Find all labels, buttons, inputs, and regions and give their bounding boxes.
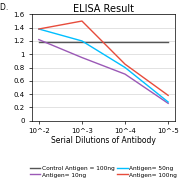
Antigen= 10ng — [124, 73, 126, 75]
Y-axis label: O.D.: O.D. — [0, 3, 9, 12]
Antigen= 50ng — [167, 101, 169, 103]
Legend: Control Antigen = 100ng, Antigen= 10ng, Antigen= 50ng, Antigen= 100ng: Control Antigen = 100ng, Antigen= 10ng, … — [27, 164, 180, 180]
Line: Antigen= 100ng: Antigen= 100ng — [39, 21, 168, 95]
Antigen= 50ng — [81, 40, 83, 42]
Antigen= 100ng — [124, 63, 126, 65]
Antigen= 100ng — [81, 20, 83, 22]
Control Antigen = 100ng — [38, 41, 40, 43]
Control Antigen = 100ng — [81, 41, 83, 43]
Antigen= 100ng — [38, 28, 40, 30]
Antigen= 100ng — [167, 94, 169, 96]
X-axis label: Serial Dilutions of Antibody: Serial Dilutions of Antibody — [51, 136, 156, 145]
Control Antigen = 100ng — [124, 41, 126, 43]
Antigen= 10ng — [167, 102, 169, 104]
Control Antigen = 100ng — [167, 41, 169, 43]
Antigen= 10ng — [38, 39, 40, 41]
Antigen= 50ng — [38, 28, 40, 30]
Title: ELISA Result: ELISA Result — [73, 4, 134, 14]
Antigen= 50ng — [124, 66, 126, 69]
Antigen= 10ng — [81, 57, 83, 59]
Line: Antigen= 50ng: Antigen= 50ng — [39, 29, 168, 102]
Line: Antigen= 10ng: Antigen= 10ng — [39, 40, 168, 103]
